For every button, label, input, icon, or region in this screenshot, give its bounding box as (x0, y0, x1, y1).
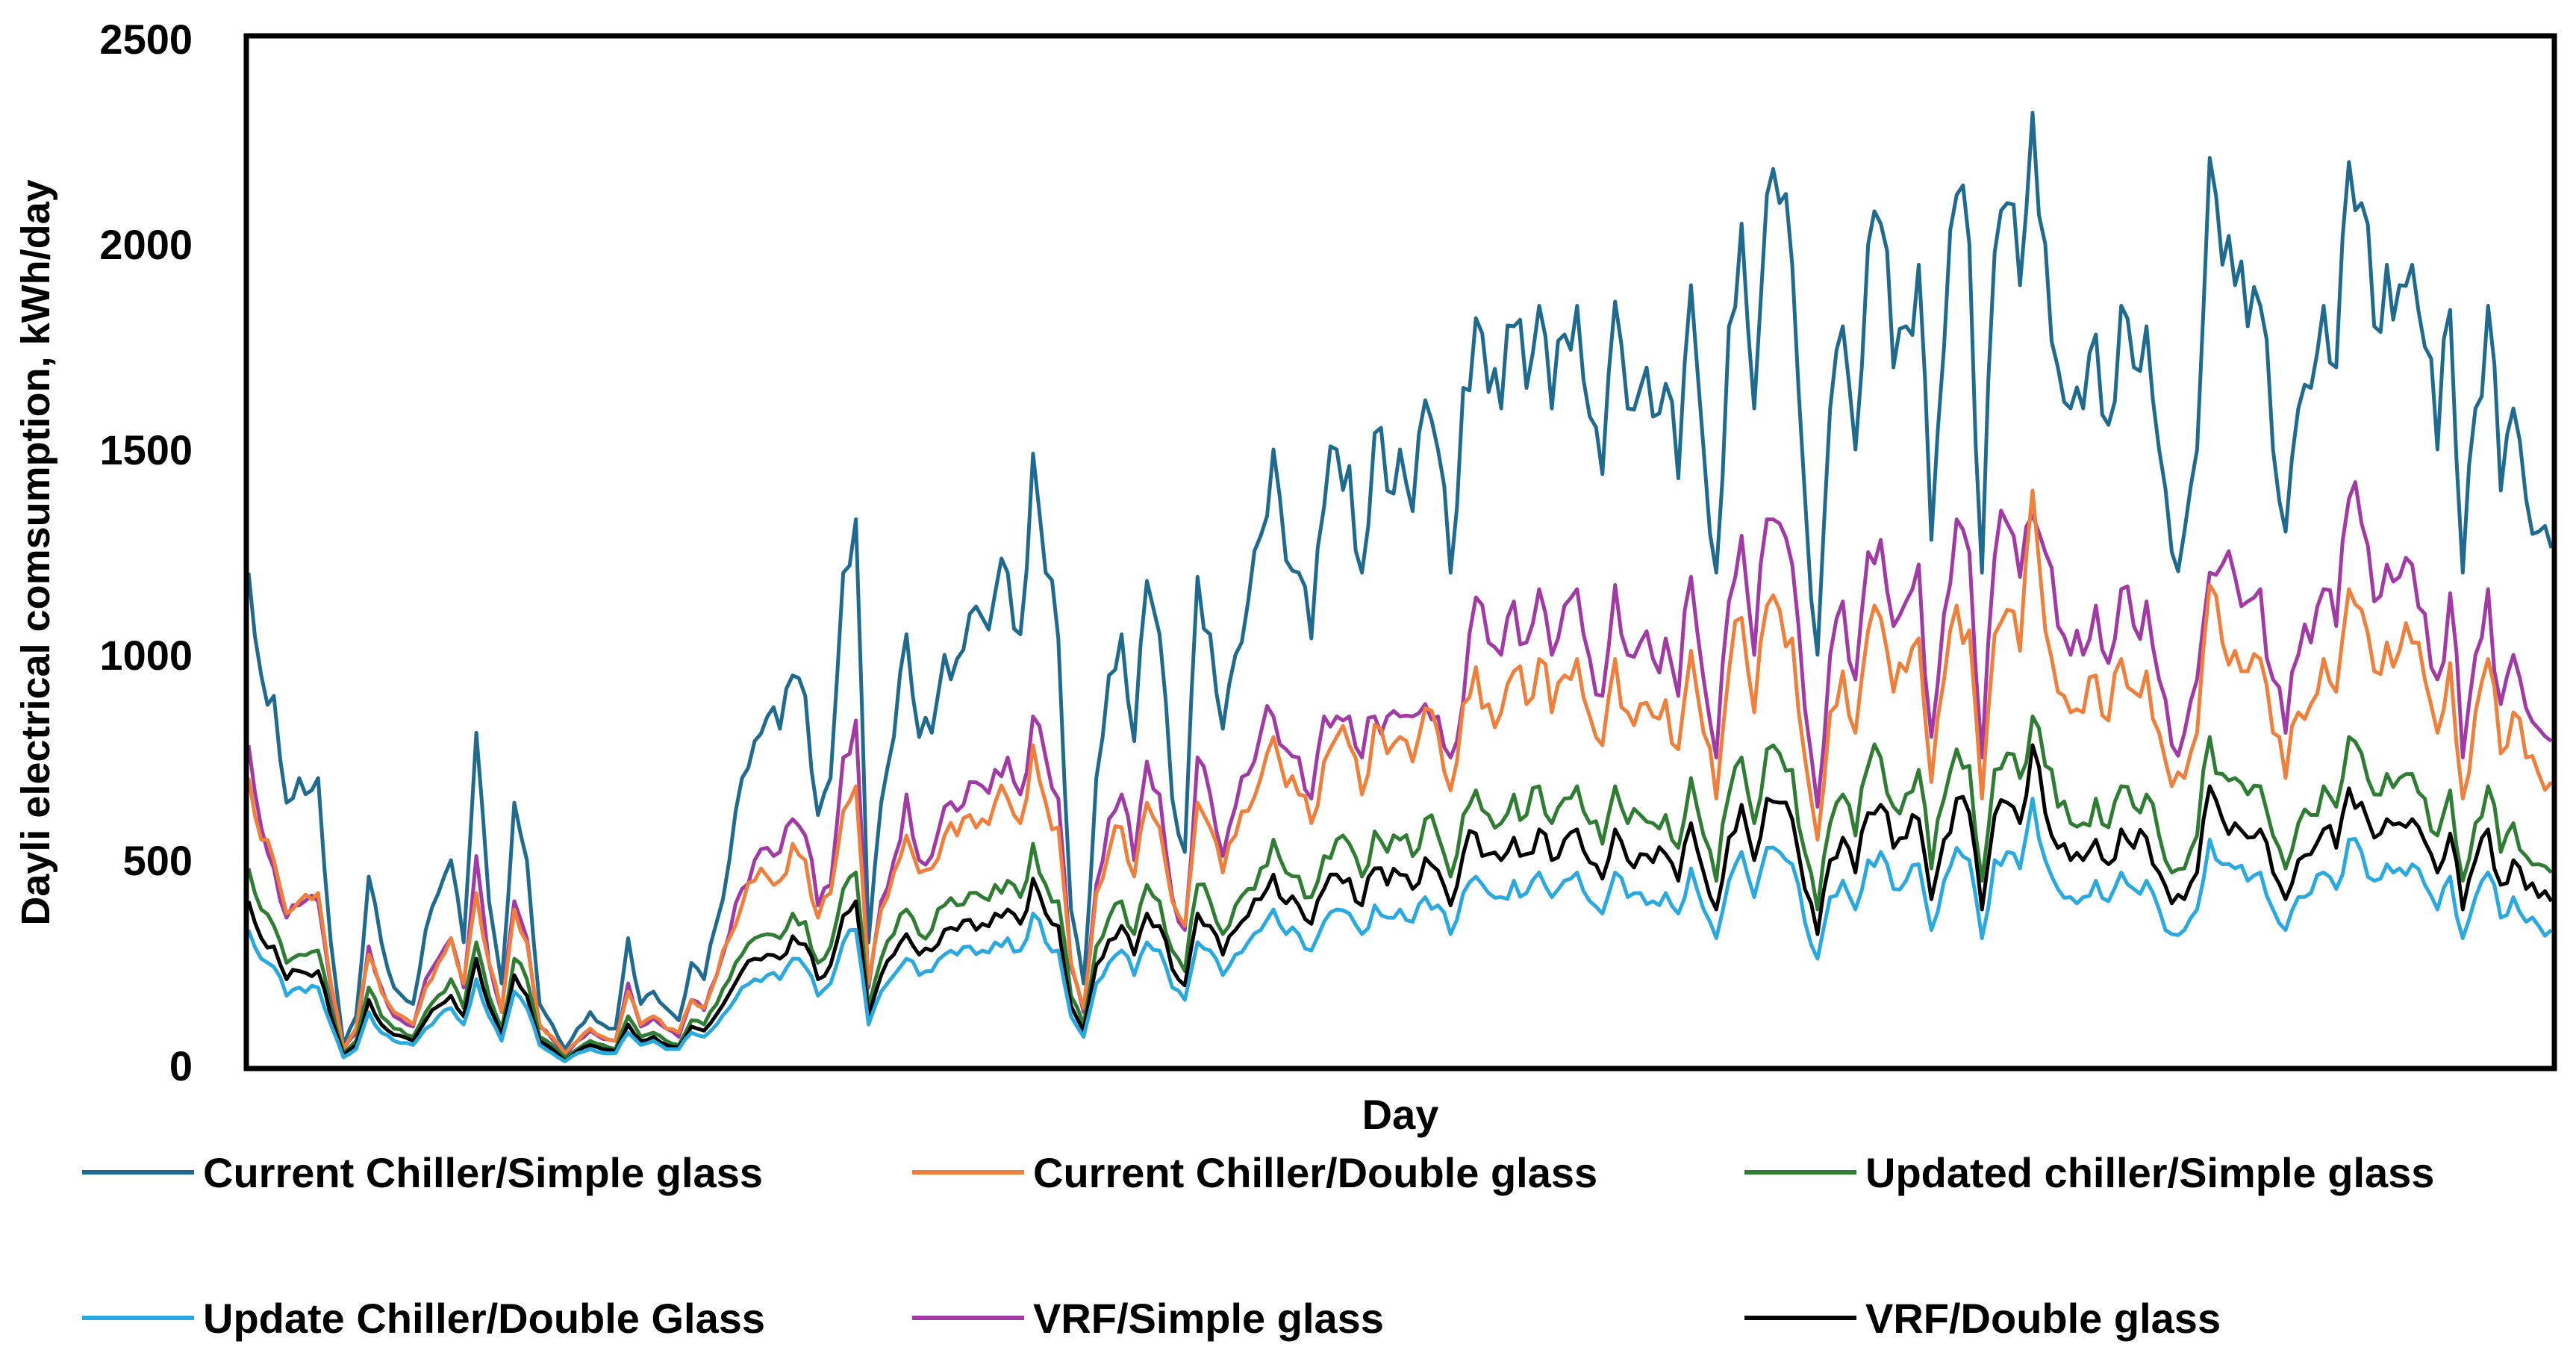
legend: Current Chiller/Simple glass Current Chil… (82, 1149, 2434, 1342)
y-tick-label-2500: 2500 (99, 16, 193, 63)
plot-area-frame (243, 33, 2557, 1071)
series-line-update-chiller-double-glass (246, 797, 2553, 1063)
y-tick-label-500: 500 (123, 837, 193, 884)
legend-label-update-chiller-double-glass: Update Chiller/Double Glass (203, 1295, 765, 1342)
plot-lines (246, 111, 2554, 1063)
legend-label-vrf-simple-glass: VRF/Simple glass (1033, 1295, 1384, 1342)
y-tick-label-1500: 1500 (99, 426, 193, 473)
x-axis-label: Day (1362, 1091, 1439, 1138)
series-line-vrf-double-glass (246, 743, 2554, 1063)
series-line-current-chiller-simple-glass (246, 111, 2554, 1051)
legend-label-current-chiller-double-glass: Current Chiller/Double glass (1033, 1149, 1597, 1196)
y-tick-label-0: 0 (169, 1042, 193, 1089)
y-tick-label-1000: 1000 (99, 632, 193, 679)
legend-label-current-chiller-simple-glass: Current Chiller/Simple glass (203, 1149, 763, 1196)
series-line-current-chiller-double-glass (246, 488, 2553, 1055)
series-line-updated-chiller-simple-glass (246, 715, 2553, 1060)
y-axis-ticks: 0 500 1000 1500 2000 2500 (99, 16, 193, 1089)
legend-label-updated-chiller-simple-glass: Updated chiller/Simple glass (1865, 1149, 2434, 1196)
legend-label-vrf-double-glass: VRF/Double glass (1865, 1295, 2221, 1342)
y-tick-label-2000: 2000 (99, 221, 193, 268)
y-axis-label: Dayli electrical comsumption, kWh/day (13, 179, 58, 925)
